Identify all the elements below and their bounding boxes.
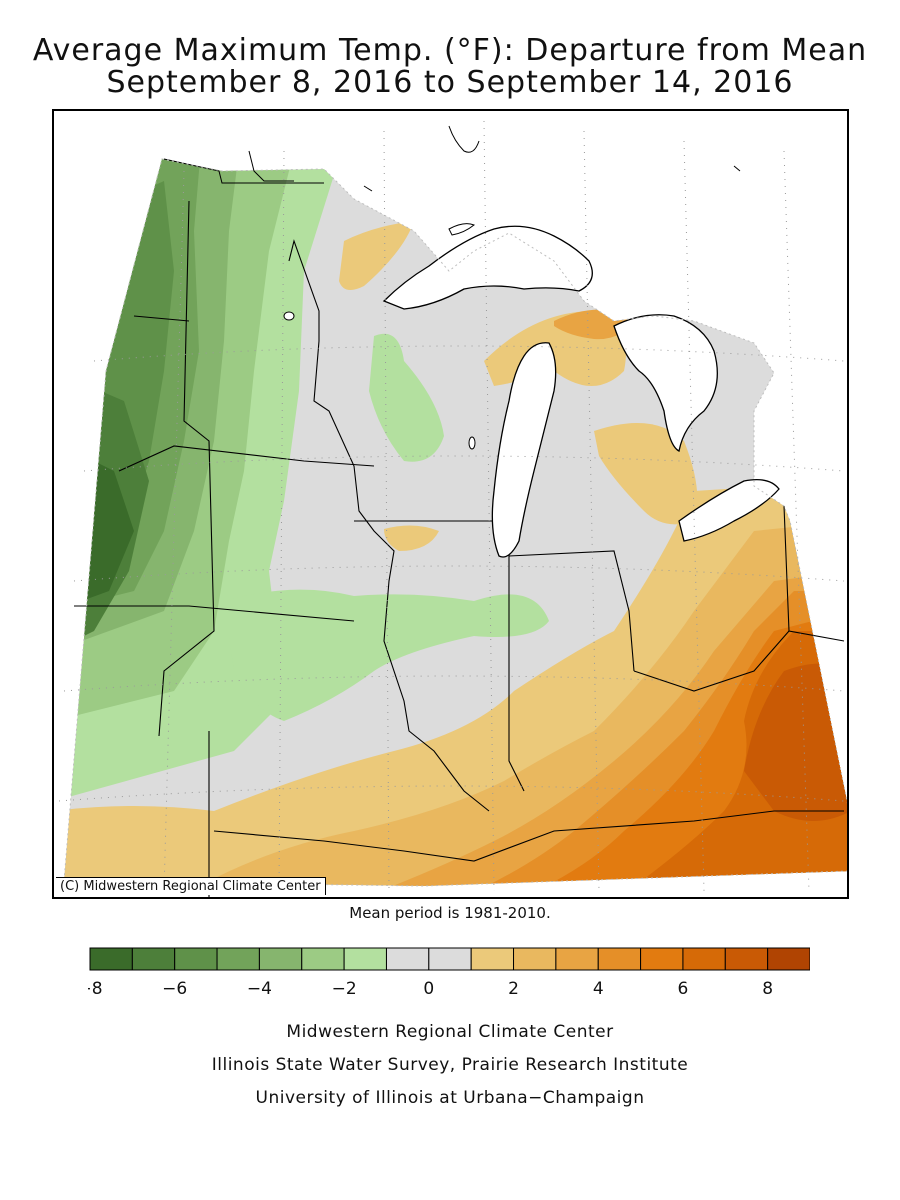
legend-swatch [724, 947, 769, 971]
legend-swatch [343, 947, 387, 971]
legend-swatch [428, 947, 472, 971]
lake-huron [613, 314, 718, 452]
legend-swatch [682, 947, 726, 971]
zone-lake-superior-orange [339, 221, 414, 290]
legend-swatch [470, 947, 515, 971]
legend-swatch [767, 947, 810, 971]
zone-iowa-green [224, 589, 549, 721]
legend-tick-label: 6 [678, 979, 689, 999]
mean-period-note: Mean period is 1981-2010. [349, 904, 551, 922]
legend-tick-label: 2 [508, 979, 519, 999]
legend-swatch [640, 947, 684, 971]
legend-swatch [89, 947, 133, 971]
lake-michigan [491, 342, 557, 558]
legend-tick-label: 8 [762, 979, 773, 999]
legend-swatch [301, 947, 345, 971]
credit-line-2: Illinois State Water Survey, Prairie Res… [211, 1055, 689, 1075]
legend-tick-label: 4 [593, 979, 604, 999]
zone-wisconsin-green [369, 333, 444, 462]
color-legend: −8 −6 −4 −2 0 2 4 6 8 [88, 946, 810, 1006]
legend-tick-label: 0 [423, 979, 434, 999]
credit-line-1: Midwestern Regional Climate Center [286, 1022, 614, 1042]
legend-tick-label: −6 [162, 979, 187, 999]
islands [283, 223, 476, 450]
legend-tick-label: −8 [88, 979, 103, 999]
lake-ontario [744, 251, 814, 276]
legend-swatch [555, 947, 599, 971]
lake-erie [678, 478, 780, 542]
legend-swatch [258, 947, 303, 971]
legend-swatch [513, 947, 557, 971]
zone-plus7-8 [744, 663, 847, 821]
lat-lon-grid [58, 120, 845, 892]
great-lakes [382, 225, 814, 558]
legend-swatch [131, 947, 176, 971]
map-title-line2: September 8, 2016 to September 14, 2016 [106, 65, 794, 100]
zone-lower-michigan-orange [594, 423, 698, 525]
departure-map [58, 120, 847, 897]
map-panel: (C) Midwestern Regional Climate Center [52, 109, 849, 899]
legend-swatch [174, 947, 218, 971]
legend-tick-label: −2 [332, 979, 357, 999]
credit-line-3: University of Illinois at Urbana−Champai… [255, 1088, 645, 1108]
state-boundaries [74, 200, 845, 897]
legend-tick-label: −4 [247, 979, 272, 999]
legend-scale: −8 −6 −4 −2 0 2 4 6 8 [88, 947, 810, 999]
copyright-label: (C) Midwestern Regional Climate Center [56, 877, 326, 895]
legend-swatch [385, 947, 430, 971]
legend-swatch [597, 947, 642, 971]
zone-illinois-orange-spot [384, 525, 439, 551]
map-title-line1: Average Maximum Temp. (°F): Departure fr… [32, 33, 868, 68]
lake-superior [382, 225, 593, 310]
legend-swatch [216, 947, 260, 971]
